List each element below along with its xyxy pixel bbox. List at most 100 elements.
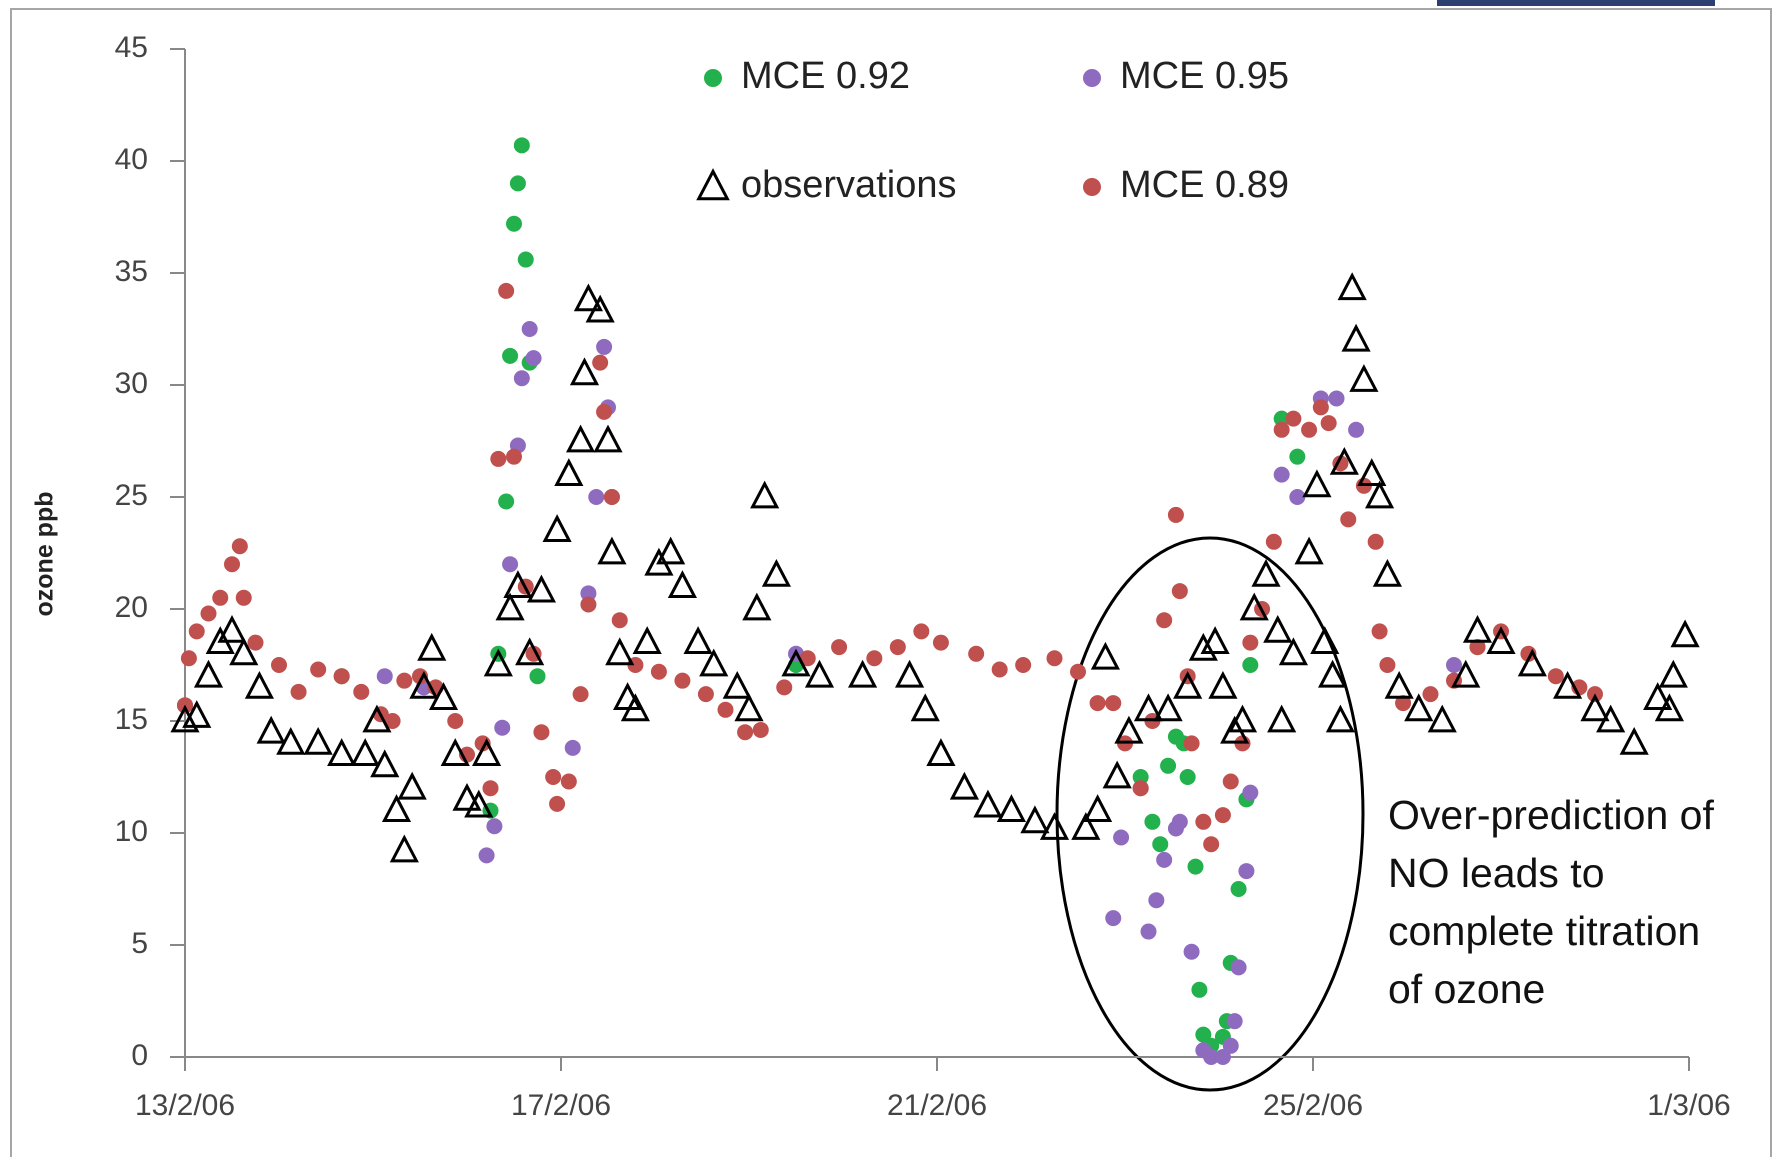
- triangle-marker: [1387, 674, 1411, 697]
- triangle-marker: [1375, 562, 1399, 585]
- triangle-marker: [608, 641, 632, 664]
- circle-marker: [522, 321, 538, 337]
- circle-marker: [1090, 695, 1106, 711]
- triangle-marker: [196, 663, 220, 686]
- circle-marker: [479, 847, 495, 863]
- triangle-marker: [702, 652, 726, 675]
- triangle-marker: [498, 596, 522, 619]
- triangle-marker: [1085, 797, 1109, 820]
- circle-marker: [1156, 852, 1172, 868]
- circle-marker: [1148, 892, 1164, 908]
- triangle-marker: [952, 775, 976, 798]
- circle-marker: [1227, 1013, 1243, 1029]
- circle-marker: [1168, 507, 1184, 523]
- circle-marker: [698, 686, 714, 702]
- circle-marker: [596, 404, 612, 420]
- circle-marker: [181, 650, 197, 666]
- triangle-marker: [400, 775, 424, 798]
- annotation: of ozone: [1388, 966, 1545, 1012]
- legend-label: observations: [741, 164, 956, 206]
- circle-marker: [1047, 650, 1063, 666]
- circle-marker: [1266, 534, 1282, 550]
- circle-marker: [1446, 657, 1462, 673]
- circle-marker: [831, 639, 847, 655]
- triangle-marker: [1270, 708, 1294, 731]
- circle-marker: [592, 355, 608, 371]
- circle-marker: [561, 773, 577, 789]
- circle-marker: [1160, 758, 1176, 774]
- circle-marker: [545, 769, 561, 785]
- circle-marker: [1203, 836, 1219, 852]
- circle-marker: [1242, 785, 1258, 801]
- triangle-marker: [600, 540, 624, 563]
- circle-marker: [596, 339, 612, 355]
- circle-marker: [483, 780, 499, 796]
- page: {"chart_data": {"type": "scatter", "y_la…: [0, 0, 1781, 1157]
- circle-marker: [1113, 829, 1129, 845]
- annotation: NO leads to: [1388, 850, 1605, 896]
- circle-marker: [913, 623, 929, 639]
- circle-marker: [1195, 814, 1211, 830]
- circle-marker: [1242, 657, 1258, 673]
- circle-marker: [530, 668, 546, 684]
- circle-marker: [1223, 1038, 1239, 1054]
- y-tick-label: 40: [115, 143, 148, 176]
- circle-marker: [1152, 836, 1168, 852]
- triangle-marker: [568, 428, 592, 451]
- circle-marker: [1184, 735, 1200, 751]
- triangle-marker: [745, 596, 769, 619]
- highlight-ellipse: [1057, 538, 1363, 1090]
- circle-marker: [1372, 623, 1388, 639]
- circle-marker: [377, 668, 393, 684]
- triangle-marker: [557, 461, 581, 484]
- triangle-marker: [913, 697, 937, 720]
- triangle-marker: [1266, 618, 1290, 641]
- circle-marker: [933, 635, 949, 651]
- circle-marker: [494, 720, 510, 736]
- circle-marker: [1215, 807, 1231, 823]
- y-axis-label: ozone ppb: [31, 492, 59, 617]
- triangle-marker: [635, 629, 659, 652]
- circle-marker: [518, 252, 534, 268]
- triangle-marker: [392, 838, 416, 861]
- annotation: complete titration: [1388, 908, 1700, 954]
- triangle-marker: [1281, 641, 1305, 664]
- circle-marker: [674, 673, 690, 689]
- triangle-marker: [1661, 663, 1685, 686]
- triangle-marker: [420, 636, 444, 659]
- circle-marker: [232, 538, 248, 554]
- circle-marker: [718, 702, 734, 718]
- legend-marker: [1083, 69, 1101, 87]
- circle-marker: [1274, 467, 1290, 483]
- triangle-marker: [1211, 674, 1235, 697]
- circle-marker: [890, 639, 906, 655]
- triangle-marker: [1465, 618, 1489, 641]
- circle-marker: [510, 175, 526, 191]
- triangle-marker: [764, 562, 788, 585]
- circle-marker: [588, 489, 604, 505]
- circle-marker: [502, 348, 518, 364]
- circle-marker: [1015, 657, 1031, 673]
- circle-marker: [1231, 959, 1247, 975]
- triangle-marker: [384, 797, 408, 820]
- triangle-marker: [306, 730, 330, 753]
- triangle-marker: [1254, 562, 1278, 585]
- circle-marker: [1223, 773, 1239, 789]
- circle-marker: [1191, 982, 1207, 998]
- circle-marker: [248, 635, 264, 651]
- triangle-marker: [353, 741, 377, 764]
- triangle-marker: [1622, 730, 1646, 753]
- x-tick-label: 25/2/06: [1263, 1089, 1363, 1122]
- circle-marker: [1340, 511, 1356, 527]
- circle-marker: [506, 216, 522, 232]
- circle-marker: [1313, 399, 1329, 415]
- circle-marker: [498, 283, 514, 299]
- circle-marker: [514, 370, 530, 386]
- triangle-marker: [1340, 275, 1364, 298]
- legend-label: MCE 0.95: [1120, 55, 1289, 97]
- circle-marker: [580, 597, 596, 613]
- triangle-marker: [1023, 809, 1047, 832]
- legend-marker: [704, 69, 722, 87]
- circle-marker: [514, 137, 530, 153]
- y-tick-label: 20: [115, 591, 148, 624]
